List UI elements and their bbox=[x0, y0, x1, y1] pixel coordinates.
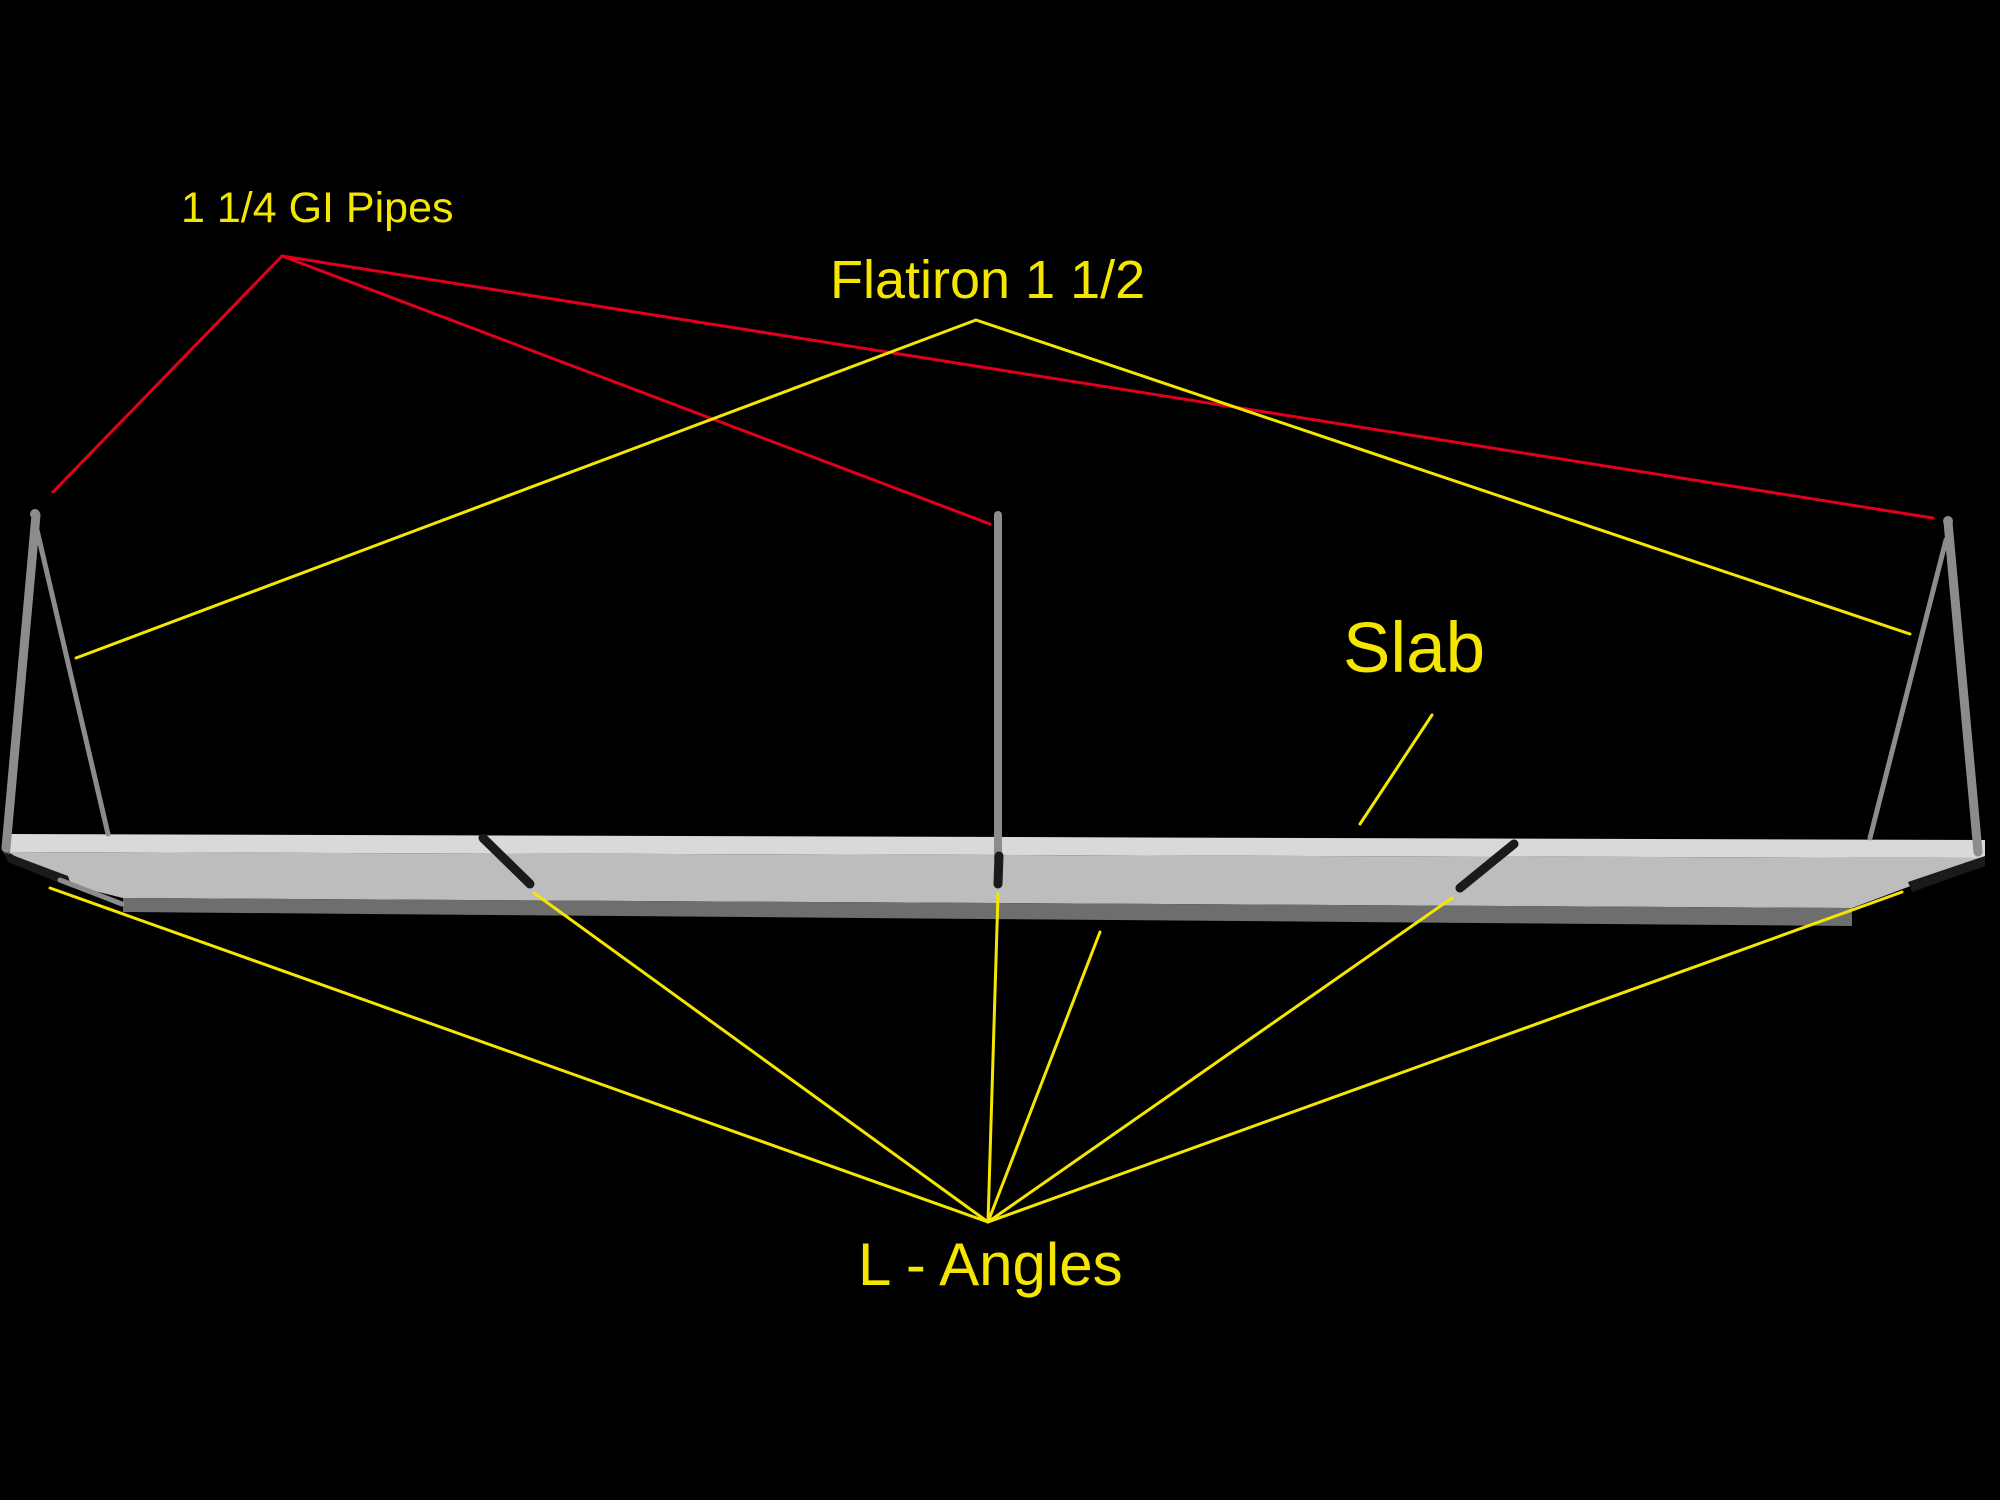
leader-flatiron-to-right-brace bbox=[974, 318, 1912, 636]
leader-angles-to-inner-right bbox=[986, 896, 1454, 1224]
pipe-right-cap bbox=[1943, 516, 1953, 526]
label-flatiron: Flatiron 1 1/2 bbox=[830, 250, 1146, 310]
leader-pipes-to-left-pipe bbox=[51, 254, 284, 494]
leader-flatiron-to-left-brace bbox=[74, 318, 978, 660]
pipe-left-vertical bbox=[1, 510, 41, 853]
l-angle-center bbox=[993, 851, 1004, 889]
l-angle-inner-left bbox=[478, 833, 535, 889]
label-slab: Slab bbox=[1343, 609, 1486, 688]
pipe-left-brace bbox=[34, 527, 111, 837]
pipe-right-vertical bbox=[1943, 517, 1983, 857]
gi-pipes-leaders bbox=[51, 254, 1935, 526]
flatiron-leaders bbox=[74, 318, 1912, 660]
leader-slab bbox=[1358, 713, 1434, 826]
leader-angles-to-left bbox=[48, 886, 990, 1224]
l-angles-leaders bbox=[48, 886, 1904, 1224]
l-angle-left-edge bbox=[57, 877, 125, 907]
label-gi-pipes: 1 1/4 GI Pipes bbox=[181, 184, 454, 232]
pipe-right-brace bbox=[1867, 537, 1949, 841]
leader-pipes-to-center-pipe bbox=[280, 254, 992, 526]
l-angle-right bbox=[1908, 856, 1985, 892]
gi-pipes bbox=[1, 509, 1983, 864]
leader-pipes-to-right-pipe bbox=[280, 254, 1935, 520]
pipe-left-cap bbox=[30, 509, 40, 519]
leader-angles-to-inner-left bbox=[532, 891, 990, 1224]
leader-angles-to-slab-underside bbox=[986, 930, 1102, 1224]
leader-angles-to-right bbox=[986, 890, 1904, 1224]
label-l-angles: L - Angles bbox=[858, 1231, 1123, 1298]
l-angle-inner-right bbox=[1455, 839, 1519, 893]
l-angle-left bbox=[4, 852, 72, 888]
leader-angles-to-center bbox=[986, 892, 1000, 1224]
l-angles bbox=[4, 833, 1985, 907]
